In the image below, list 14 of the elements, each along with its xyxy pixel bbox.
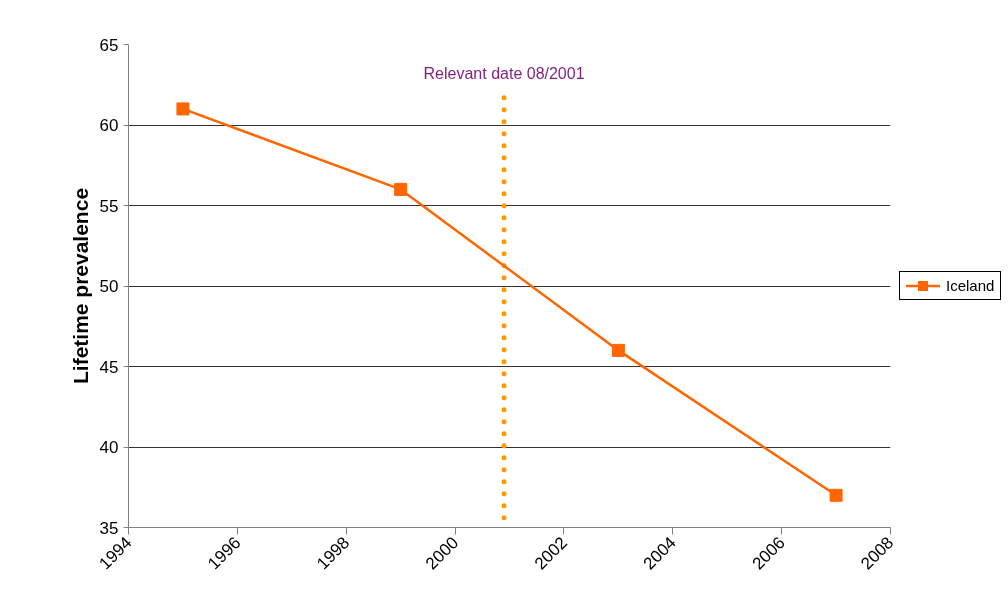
- point: [394, 182, 408, 196]
- y-axis-title: Lifetime prevalence: [68, 187, 92, 385]
- y-tick-label: 50: [99, 277, 119, 296]
- y-tick-label: 45: [99, 357, 119, 377]
- ref-line-label: Relevant date 08/2001: [423, 64, 585, 82]
- y-tick-label: 40: [99, 438, 119, 457]
- point: [611, 343, 625, 357]
- legend-label: Iceland: [946, 276, 995, 296]
- y-tick-label: 65: [99, 35, 119, 55]
- y-tick-label: 35: [99, 518, 119, 538]
- y-tick-label: 60: [99, 116, 119, 135]
- point: [176, 102, 190, 116]
- point: [829, 488, 843, 502]
- y-tick-label: 55: [99, 196, 119, 216]
